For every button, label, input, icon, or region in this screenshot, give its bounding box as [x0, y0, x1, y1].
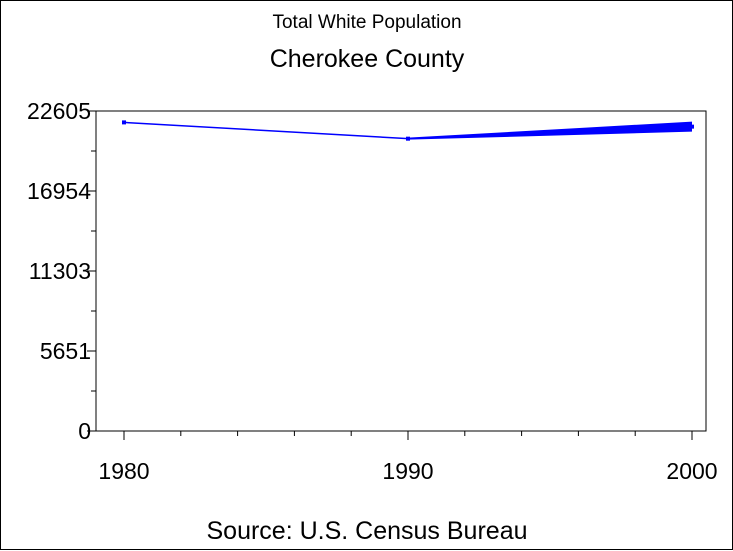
source-note: Source: U.S. Census Bureau	[207, 517, 528, 545]
x-tick-label: 2000	[666, 458, 717, 484]
data-point	[122, 120, 126, 125]
y-tick-label: 5651	[40, 338, 91, 364]
y-tick-label: 22605	[27, 98, 91, 124]
plot-area	[95, 110, 707, 432]
y-tick-label: 0	[78, 418, 91, 444]
x-tick-label: 1990	[382, 458, 433, 484]
y-tick-label: 16954	[27, 178, 91, 204]
y-tick-label: 11303	[29, 258, 91, 284]
data-point	[690, 124, 694, 129]
chart-title: Total White Population	[272, 12, 461, 33]
x-tick-label: 1980	[98, 458, 149, 484]
x-axis: 1980 1990 2000	[98, 431, 718, 484]
y-axis: 0 5651 11303 16954 22605	[27, 98, 96, 444]
series-layer	[122, 120, 694, 141]
data-point	[406, 136, 410, 141]
series-band	[408, 121, 692, 140]
chart-subtitle: Cherokee County	[270, 45, 465, 73]
